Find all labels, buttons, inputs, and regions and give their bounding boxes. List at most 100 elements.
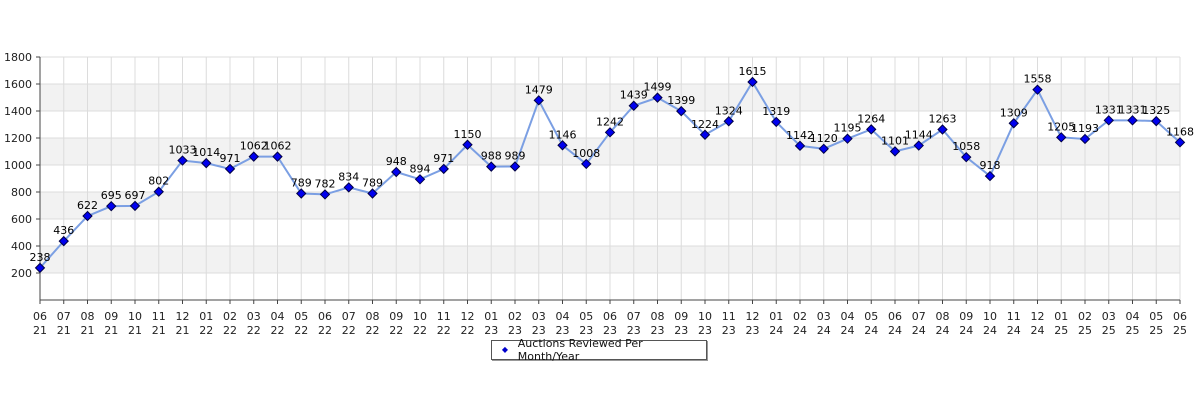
x-tick-label-month: 05 bbox=[864, 310, 878, 323]
x-tick-label-month: 07 bbox=[627, 310, 641, 323]
data-label: 1101 bbox=[881, 134, 909, 147]
x-tick-label-month: 11 bbox=[1007, 310, 1021, 323]
x-tick-label-month: 11 bbox=[152, 310, 166, 323]
x-tick-label-month: 10 bbox=[128, 310, 142, 323]
data-point bbox=[129, 200, 141, 212]
data-point bbox=[937, 124, 948, 135]
data-point bbox=[272, 151, 283, 162]
legend-label: Auctions Reviewed Per Month/Year bbox=[517, 337, 643, 363]
x-tick-label-year: 22 bbox=[318, 324, 332, 337]
x-tick-label-year: 24 bbox=[888, 324, 902, 337]
data-point bbox=[296, 188, 307, 199]
data-label: 918 bbox=[980, 159, 1001, 172]
data-label: 1062 bbox=[240, 140, 268, 153]
data-point bbox=[723, 116, 734, 127]
x-tick-label-year: 22 bbox=[366, 324, 380, 337]
data-label: 1325 bbox=[1142, 104, 1170, 117]
data-point bbox=[794, 140, 806, 152]
data-point bbox=[1103, 115, 1114, 126]
y-tick-label: 800 bbox=[11, 186, 32, 199]
data-point bbox=[652, 92, 663, 103]
x-tick-label-year: 24 bbox=[793, 324, 807, 337]
data-point bbox=[34, 262, 46, 274]
data-point bbox=[889, 146, 901, 157]
data-label: 238 bbox=[30, 251, 51, 264]
data-point bbox=[201, 157, 212, 169]
x-tick-label-month: 08 bbox=[936, 310, 950, 323]
data-label: 1319 bbox=[762, 105, 790, 118]
x-tick-label-year: 22 bbox=[461, 324, 475, 337]
y-tick-label: 400 bbox=[11, 240, 32, 253]
data-label: 436 bbox=[53, 224, 74, 237]
x-tick-label-month: 06 bbox=[888, 310, 902, 323]
x-tick-label-month: 12 bbox=[1031, 310, 1045, 323]
x-tick-label-month: 04 bbox=[556, 310, 570, 323]
data-label: 1142 bbox=[786, 129, 814, 142]
x-tick-label-year: 25 bbox=[1149, 324, 1163, 337]
data-point bbox=[509, 161, 521, 172]
x-tick-label-month: 06 bbox=[1173, 310, 1187, 323]
x-tick-label-year: 22 bbox=[199, 324, 213, 337]
data-point bbox=[581, 158, 592, 170]
data-point bbox=[343, 182, 354, 193]
data-label: 1008 bbox=[572, 147, 600, 160]
data-label: 1195 bbox=[834, 122, 862, 135]
grid-lines bbox=[39, 56, 1181, 300]
x-tick-label-year: 21 bbox=[57, 324, 71, 337]
data-point bbox=[1032, 84, 1043, 95]
x-tick-label-month: 02 bbox=[1078, 310, 1092, 323]
x-tick-label-month: 05 bbox=[579, 310, 593, 323]
x-tick-label-month: 03 bbox=[247, 310, 261, 323]
data-point bbox=[58, 235, 69, 247]
x-tick-label-month: 07 bbox=[912, 310, 926, 323]
x-tick-label-year: 23 bbox=[484, 324, 498, 337]
data-label: 1168 bbox=[1166, 125, 1194, 138]
data-label: 1062 bbox=[264, 140, 292, 153]
data-point bbox=[177, 155, 188, 166]
x-tick-label-month: 11 bbox=[437, 310, 451, 323]
data-label: 622 bbox=[77, 199, 98, 212]
x-tick-label-month: 08 bbox=[366, 310, 380, 323]
data-point bbox=[1174, 137, 1186, 148]
x-tick-label-month: 10 bbox=[413, 310, 427, 323]
data-point bbox=[319, 189, 331, 200]
data-label: 1150 bbox=[454, 128, 482, 141]
x-tick-label-year: 23 bbox=[556, 324, 570, 337]
data-point bbox=[866, 124, 877, 135]
data-label: 1309 bbox=[1000, 106, 1028, 119]
data-point bbox=[391, 166, 402, 178]
x-tick-label-year: 24 bbox=[769, 324, 783, 337]
x-tick-label-year: 23 bbox=[532, 324, 546, 337]
x-tick-label-year: 24 bbox=[959, 324, 973, 337]
x-tick-label-year: 22 bbox=[437, 324, 451, 337]
data-point bbox=[462, 139, 473, 150]
data-label: 894 bbox=[410, 162, 431, 175]
x-tick-label-year: 22 bbox=[294, 324, 308, 337]
x-tick-label-year: 24 bbox=[1031, 324, 1045, 337]
x-tick-label-month: 12 bbox=[461, 310, 475, 323]
data-label: 1205 bbox=[1047, 120, 1075, 133]
y-tick-label: 1800 bbox=[4, 51, 32, 64]
data-point bbox=[367, 188, 378, 199]
data-point bbox=[82, 210, 93, 222]
data-point bbox=[771, 116, 782, 128]
x-tick-label-month: 06 bbox=[33, 310, 47, 323]
x-tick-label-month: 04 bbox=[271, 310, 285, 323]
x-tick-label-month: 04 bbox=[841, 310, 855, 323]
data-label: 989 bbox=[505, 149, 526, 162]
data-label: 834 bbox=[338, 170, 359, 183]
x-tick-label-month: 07 bbox=[342, 310, 356, 323]
data-point bbox=[224, 163, 236, 175]
data-point bbox=[628, 100, 639, 111]
x-tick-label-month: 12 bbox=[176, 310, 190, 323]
data-point bbox=[1151, 115, 1162, 127]
x-tick-label-year: 23 bbox=[746, 324, 760, 337]
data-point bbox=[248, 151, 259, 162]
data-point bbox=[1056, 132, 1067, 143]
x-tick-label-month: 10 bbox=[698, 310, 712, 323]
y-tick-label: 1000 bbox=[4, 159, 32, 172]
x-tick-label-month: 10 bbox=[983, 310, 997, 323]
data-point bbox=[699, 129, 711, 140]
